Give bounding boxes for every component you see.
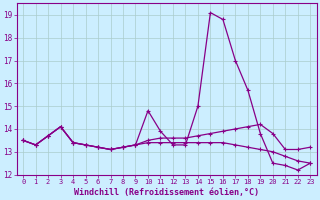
X-axis label: Windchill (Refroidissement éolien,°C): Windchill (Refroidissement éolien,°C) bbox=[74, 188, 259, 197]
